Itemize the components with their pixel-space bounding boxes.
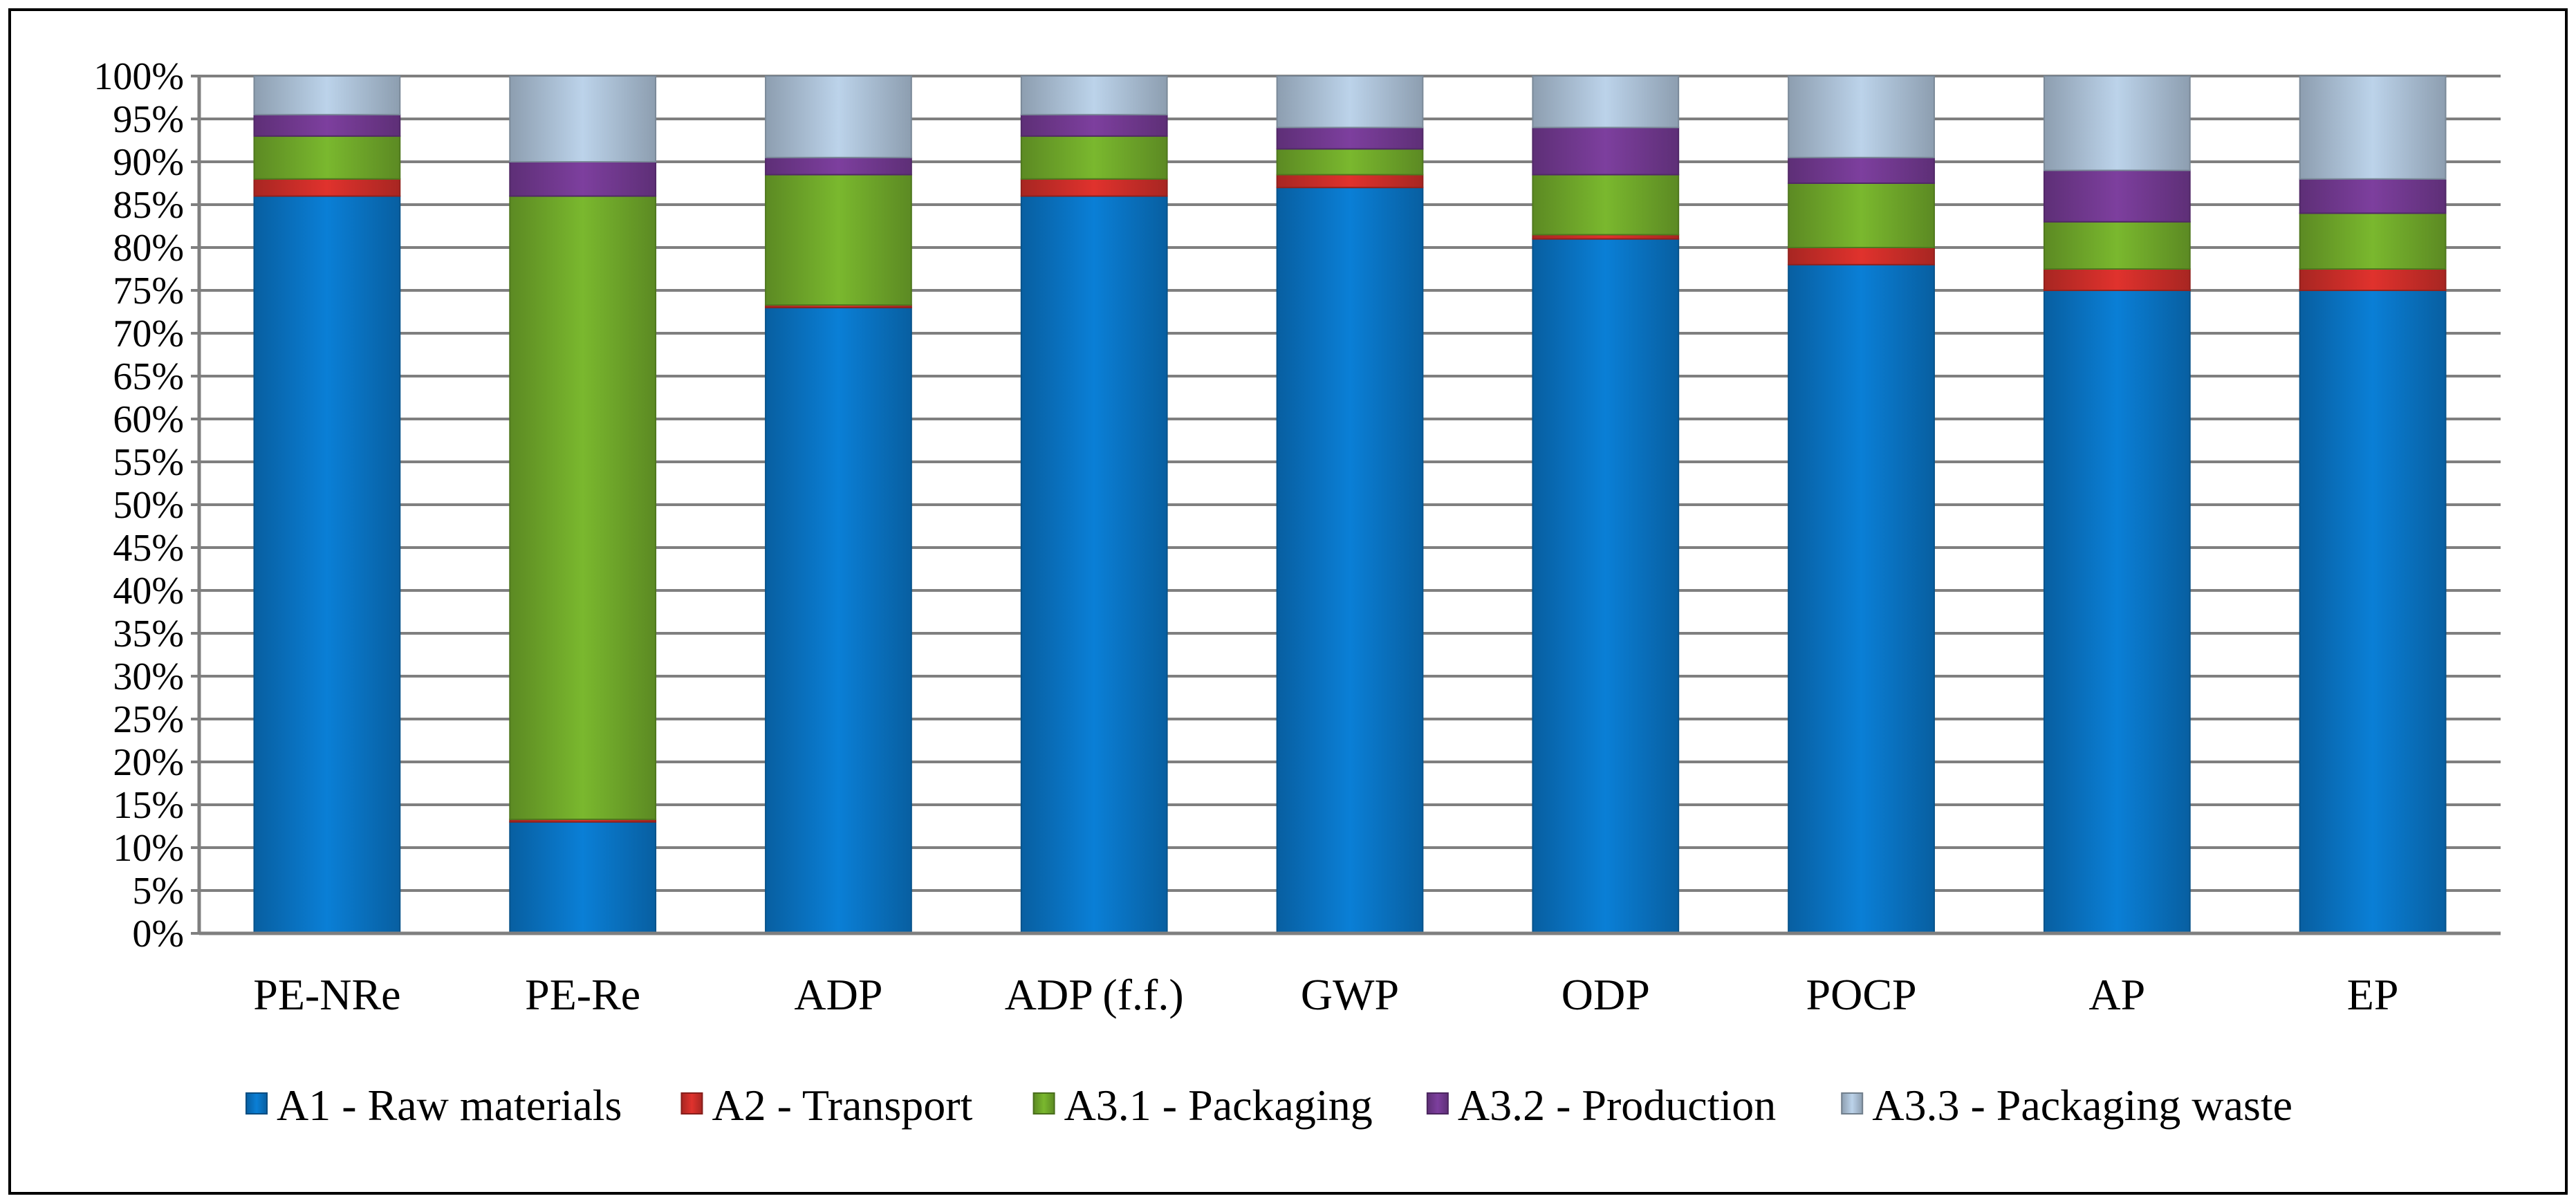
y-tick-label-100: 100%	[93, 55, 184, 98]
bar-gwp-a3-1-packaging	[1276, 148, 1424, 176]
y-tick-label-15: 15%	[113, 784, 184, 827]
x-category-label-pocp: POCP	[1806, 970, 1917, 1019]
legend-item-a3-1-packaging: A3.1 - Packaging	[1032, 1081, 1373, 1130]
y-tick-label-70: 70%	[113, 313, 184, 355]
bar-adp-f-f-a1-raw-materials	[1020, 195, 1168, 935]
bar-adp-a3-2-production	[765, 156, 912, 176]
legend-item-a1-raw-materials: A1 - Raw materials	[245, 1081, 622, 1130]
legend-item-a3-3-packaging-waste: A3.3 - Packaging waste	[1841, 1081, 2292, 1130]
bar-gwp-a1-raw-materials	[1276, 187, 1424, 935]
legend-label-a3-3-packaging-waste: A3.3 - Packaging waste	[1872, 1081, 2292, 1130]
bar-ep-a1-raw-materials	[2299, 290, 2447, 934]
x-category-label-pe-re: PE-Re	[525, 970, 640, 1019]
y-tick-label-90: 90%	[113, 141, 184, 184]
y-axis-tick-labels: 0%5%10%15%20%25%30%35%40%45%50%55%60%65%…	[93, 55, 184, 955]
bar-adp-a3-1-packaging	[765, 174, 912, 306]
bar-pocp-a1-raw-materials	[1788, 263, 1935, 934]
bar-ep-a2-transport	[2299, 268, 2447, 291]
bar-odp-a3-3-packaging-waste	[1532, 75, 1680, 129]
bar-odp-a3-1-packaging	[1532, 174, 1680, 236]
legend-swatch-a3-3-packaging-waste	[1841, 1092, 1864, 1115]
bar-adp-f-f-a3-1-packaging	[1020, 135, 1168, 180]
bar-ap-a3-1-packaging	[2043, 221, 2191, 270]
bar-adp-f-f-a3-2-production	[1020, 113, 1168, 137]
y-tick-label-50: 50%	[113, 484, 184, 527]
bar-pe-nre-a3-2-production	[253, 113, 401, 137]
bar-ap-a3-3-packaging-waste	[2043, 75, 2191, 171]
y-tick-label-95: 95%	[113, 98, 184, 141]
y-tick-label-40: 40%	[113, 570, 184, 613]
y-tick-label-45: 45%	[113, 527, 184, 570]
legend-swatch-a3-1-packaging	[1032, 1092, 1055, 1115]
bar-pocp-a2-transport	[1788, 247, 1935, 265]
legend-item-a3-2-production: A3.2 - Production	[1426, 1081, 1776, 1130]
bar-pocp-a3-1-packaging	[1788, 183, 1935, 248]
bar-pe-nre-a1-raw-materials	[253, 195, 401, 935]
legend-label-a3-1-packaging: A3.1 - Packaging	[1064, 1081, 1373, 1130]
axes	[197, 76, 2501, 935]
y-tick-label-20: 20%	[113, 741, 184, 784]
bar-pe-nre-a3-1-packaging	[253, 135, 401, 180]
bar-pe-nre-a2-transport	[253, 178, 401, 197]
legend-swatch-a1-raw-materials	[245, 1092, 268, 1115]
bar-ep-a3-2-production	[2299, 178, 2447, 214]
bar-pocp-a3-2-production	[1788, 156, 1935, 185]
y-tick-label-85: 85%	[113, 184, 184, 227]
y-tick-label-80: 80%	[113, 227, 184, 270]
x-category-label-adp: ADP	[794, 970, 882, 1019]
y-tick-label-65: 65%	[113, 355, 184, 398]
bar-pe-re-a3-1-packaging	[509, 195, 657, 821]
legend-swatch-a2-transport	[680, 1092, 703, 1115]
bar-ep-a3-3-packaging-waste	[2299, 75, 2447, 180]
bars	[253, 75, 2447, 935]
bar-pe-re-a3-3-packaging-waste	[509, 75, 657, 162]
bar-adp-f-f-a2-transport	[1020, 178, 1168, 197]
x-axis-category-labels: PE-NRe PE-Re ADP ADP (f.f.) GWP ODP POCP AP EP	[253, 970, 2398, 1019]
legend-label-a2-transport: A2 - Transport	[712, 1081, 972, 1130]
y-tick-label-25: 25%	[113, 698, 184, 741]
x-category-label-ep: EP	[2347, 970, 2399, 1019]
y-tick-label-10: 10%	[113, 827, 184, 870]
y-tick-label-0: 0%	[132, 913, 184, 955]
bar-ap-a2-transport	[2043, 268, 2191, 291]
bar-gwp-a3-2-production	[1276, 127, 1424, 150]
legend-item-a2-transport: A2 - Transport	[680, 1081, 973, 1130]
legend-label-a3-2-production: A3.2 - Production	[1458, 1081, 1776, 1130]
bar-pe-re-a3-2-production	[509, 161, 657, 197]
bar-pocp-a3-3-packaging-waste	[1788, 75, 1935, 158]
bar-pe-re-a1-raw-materials	[509, 821, 657, 935]
bar-ap-a3-2-production	[2043, 169, 2191, 223]
bar-ap-a1-raw-materials	[2043, 290, 2191, 934]
bar-adp-a1-raw-materials	[765, 306, 912, 934]
bar-ep-a3-1-packaging	[2299, 212, 2447, 270]
bar-odp-a1-raw-materials	[1532, 238, 1680, 935]
x-category-label-adp-f-f: ADP (f.f.)	[1005, 970, 1184, 1019]
y-tick-label-5: 5%	[132, 870, 184, 913]
bar-pe-nre-a3-3-packaging-waste	[253, 75, 401, 115]
bar-adp-a3-3-packaging-waste	[765, 75, 912, 158]
bar-adp-f-f-a3-3-packaging-waste	[1020, 75, 1168, 115]
bar-odp-a3-2-production	[1532, 127, 1680, 176]
legend-swatch-a3-2-production	[1426, 1092, 1449, 1115]
x-category-label-ap: AP	[2088, 970, 2145, 1019]
y-tick-label-35: 35%	[113, 613, 184, 655]
legend: A1 - Raw materials A2 - Transport A3.1 - P…	[245, 1081, 2292, 1130]
bar-gwp-a3-3-packaging-waste	[1276, 75, 1424, 129]
y-tick-label-75: 75%	[113, 270, 184, 313]
y-tick-label-30: 30%	[113, 655, 184, 698]
y-tick-label-55: 55%	[113, 441, 184, 484]
bar-gwp-a2-transport	[1276, 174, 1424, 189]
x-category-label-pe-nre: PE-NRe	[253, 970, 400, 1019]
x-category-label-gwp: GWP	[1301, 970, 1399, 1019]
x-category-label-odp: ODP	[1562, 970, 1650, 1019]
y-tick-label-60: 60%	[113, 398, 184, 441]
legend-label-a1-raw-materials: A1 - Raw materials	[277, 1081, 622, 1130]
